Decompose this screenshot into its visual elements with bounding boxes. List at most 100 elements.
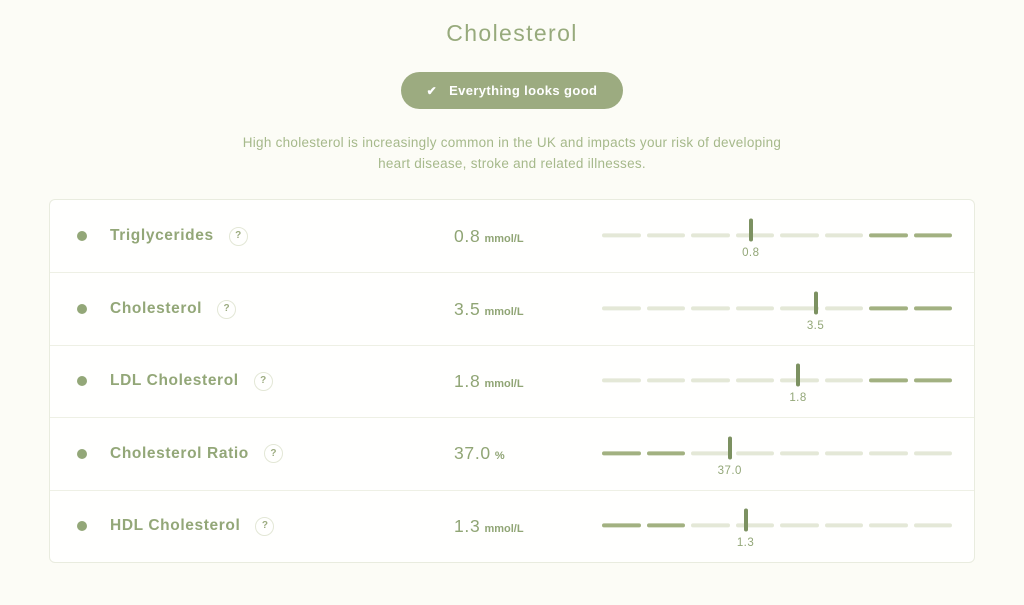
gauge-segment: [780, 523, 819, 528]
gauge-segment: [735, 306, 774, 311]
gauge: 1.3: [602, 491, 952, 562]
gauge-segment: [780, 306, 819, 311]
biomarker-name: Cholesterol Ratio: [110, 444, 249, 462]
page-description: High cholesterol is increasingly common …: [0, 132, 1024, 174]
gauge-segment: [869, 378, 908, 383]
biomarker-value-unit: mmol/L: [484, 232, 524, 245]
help-icon[interactable]: ?: [263, 444, 283, 464]
biomarker-value: 3.5 mmol/L: [454, 299, 602, 320]
status-dot-icon: [77, 521, 87, 532]
gauge-segment: [691, 306, 730, 311]
gauge-track: [602, 378, 952, 383]
gauge-segment: [824, 306, 863, 311]
gauge-segment: [869, 233, 908, 238]
gauge: 37.0: [602, 418, 952, 489]
biomarker-value-unit: mmol/L: [484, 377, 524, 390]
gauge-segment: [646, 523, 685, 528]
gauge-segment: [602, 451, 641, 456]
biomarker-value-number: 0.8: [454, 225, 481, 246]
biomarker-row: Cholesterol ? 3.5 mmol/L 3.5: [50, 272, 974, 344]
status-badge-wrap: ✔ Everything looks good: [0, 72, 1024, 109]
biomarker-value: 1.8 mmol/L: [454, 371, 602, 392]
gauge-segment: [646, 233, 685, 238]
gauge-segment: [913, 306, 952, 311]
biomarker-left: Triglycerides ?: [77, 226, 454, 246]
biomarker-left: HDL Cholesterol ?: [77, 516, 454, 536]
status-dot-icon: [77, 304, 87, 315]
gauge-segment: [735, 451, 774, 456]
biomarker-name: Triglycerides: [110, 227, 214, 245]
gauge-segment: [824, 378, 863, 383]
gauge-marker-label: 0.8: [742, 247, 760, 260]
gauge-segment: [869, 523, 908, 528]
check-icon: ✔: [426, 83, 438, 98]
help-icon[interactable]: ?: [253, 371, 273, 391]
gauge-marker-label: 1.8: [789, 392, 807, 405]
biomarker-left: Cholesterol ?: [77, 299, 454, 319]
gauge-segment: [824, 451, 863, 456]
help-icon[interactable]: ?: [255, 516, 275, 536]
status-badge[interactable]: ✔ Everything looks good: [400, 72, 624, 109]
gauge-segment: [913, 451, 952, 456]
biomarker-row: HDL Cholesterol ? 1.3 mmol/L 1.3: [50, 489, 974, 562]
gauge-segment: [691, 233, 730, 238]
help-icon[interactable]: ?: [217, 299, 237, 319]
gauge-segment: [646, 306, 685, 311]
gauge-marker: [813, 291, 818, 315]
gauge: 3.5: [602, 273, 952, 344]
gauge-segment: [869, 306, 908, 311]
gauge-segment: [602, 233, 641, 238]
biomarker-value: 0.8 mmol/L: [454, 226, 602, 247]
gauge-segment: [735, 378, 774, 383]
gauge-marker: [743, 508, 748, 532]
biomarker-row: Triglycerides ? 0.8 mmol/L 0.8: [50, 200, 974, 272]
biomarker-row: Cholesterol Ratio ? 37.0% 37.0: [50, 417, 974, 489]
page-description-line1: High cholesterol is increasingly common …: [242, 135, 782, 150]
gauge-segment: [913, 378, 952, 383]
gauge-track: [602, 233, 952, 238]
gauge-segment: [824, 233, 863, 238]
biomarker-name: LDL Cholesterol: [110, 372, 239, 390]
help-icon[interactable]: ?: [228, 226, 248, 246]
status-dot-icon: [77, 448, 87, 459]
gauge-segment: [646, 378, 685, 383]
gauge-track: [602, 451, 952, 456]
status-dot-icon: [77, 376, 87, 387]
gauge-segment: [913, 233, 952, 238]
gauge-marker-label: 3.5: [806, 320, 825, 333]
biomarker-value: 1.3 mmol/L: [454, 516, 602, 537]
gauge-track: [602, 523, 952, 528]
gauge: 0.8: [602, 200, 952, 272]
gauge-marker: [727, 436, 732, 460]
gauge-track: [602, 306, 952, 311]
biomarker-value-number: 37.0: [454, 443, 491, 464]
biomarker-row: LDL Cholesterol ? 1.8 mmol/L 1.8: [50, 344, 974, 417]
gauge-segment: [869, 451, 908, 456]
gauge-segment: [780, 451, 819, 456]
status-dot-icon: [77, 231, 87, 242]
gauge-segment: [691, 451, 730, 456]
page-description-line2: heart disease, stroke and related illnes…: [378, 156, 646, 171]
gauge-segment: [824, 523, 863, 528]
gauge-marker: [796, 363, 800, 387]
gauge-segment: [602, 523, 641, 528]
gauge-segment: [646, 451, 685, 456]
gauge-segment: [780, 233, 819, 238]
biomarker-value-unit: mmol/L: [484, 305, 524, 318]
page-header: Cholesterol ✔ Everything looks good High…: [0, 0, 1024, 174]
gauge-segment: [735, 523, 774, 528]
gauge: 1.8: [602, 346, 952, 417]
gauge-segment: [691, 378, 730, 383]
gauge-segment: [602, 378, 641, 383]
biomarker-name: Cholesterol: [110, 300, 203, 318]
gauge-segment: [913, 523, 952, 528]
gauge-marker-label: 1.3: [736, 537, 755, 550]
biomarker-value-unit: %: [494, 450, 505, 463]
biomarker-name: HDL Cholesterol: [110, 517, 241, 535]
biomarker-value-number: 1.3: [454, 515, 481, 536]
biomarker-value-unit: mmol/L: [484, 522, 524, 535]
biomarker-left: LDL Cholesterol ?: [77, 371, 454, 391]
gauge-marker: [748, 218, 753, 242]
gauge-marker-label: 37.0: [717, 464, 742, 477]
biomarker-list: Triglycerides ? 0.8 mmol/L 0.8 Cholestero…: [49, 199, 975, 563]
